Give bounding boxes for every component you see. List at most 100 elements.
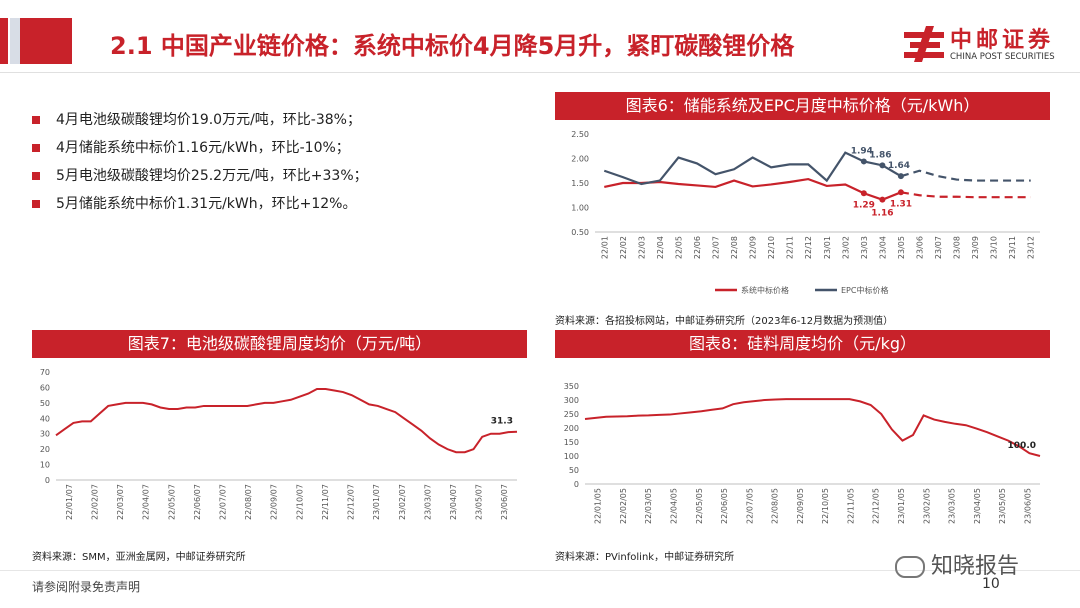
data-point-marker	[897, 189, 904, 196]
x-tick-label: 22/04	[656, 236, 665, 259]
y-tick-label: 350	[564, 382, 579, 391]
data-label: 1.31	[890, 199, 912, 209]
y-tick-label: 70	[40, 368, 50, 377]
data-point-marker	[879, 162, 886, 169]
x-tick-label: 22/08/07	[244, 484, 253, 520]
x-tick-label: 22/01/07	[65, 484, 74, 520]
x-tick-label: 23/04	[878, 236, 887, 259]
x-tick-label: 23/03/05	[948, 488, 957, 524]
data-point-marker	[860, 190, 867, 197]
bullet-item: 4月储能系统中标价1.16元/kWh，环比-10%；	[32, 134, 368, 162]
bullet-text: 5月电池级碳酸锂均价25.2万元/吨，环比+33%；	[56, 168, 368, 184]
bullet-item: 5月电池级碳酸锂均价25.2万元/吨，环比+33%；	[32, 162, 368, 190]
bullet-square-icon	[32, 144, 40, 152]
x-tick-label: 22/12	[804, 236, 813, 259]
chart8-title: 图表8：硅料周度均价（元/kg）	[555, 330, 1050, 358]
x-tick-label: 22/08/05	[771, 488, 780, 524]
y-tick-label: 100	[564, 452, 579, 461]
page-number: 10	[982, 576, 1000, 592]
x-tick-label: 23/02/07	[398, 484, 407, 520]
y-tick-label: 30	[40, 430, 50, 439]
page-title: 2.1 中国产业链价格：系统中标价4月降5月升，紧盯碳酸锂价格	[110, 32, 795, 60]
x-tick-label: 22/04/05	[669, 488, 678, 524]
data-label: 1.16	[871, 209, 893, 219]
bullet-item: 4月电池级碳酸锂均价19.0万元/吨，环比-38%；	[32, 106, 368, 134]
x-tick-label: 23/02/05	[922, 488, 931, 524]
legend-label-0: 系统中标价格	[741, 285, 789, 295]
bullet-text: 4月电池级碳酸锂均价19.0万元/吨，环比-38%；	[56, 112, 361, 128]
x-tick-label: 22/02/05	[619, 488, 628, 524]
x-tick-label: 23/04/05	[973, 488, 982, 524]
y-tick-label: 50	[569, 466, 579, 475]
x-tick-label: 22/10/07	[295, 484, 304, 520]
x-tick-label: 23/01/07	[372, 484, 381, 520]
watermark-text: 知晓报告	[895, 548, 1019, 580]
y-tick-label: 10	[40, 461, 50, 470]
x-tick-label: 22/11/05	[846, 488, 855, 524]
x-tick-label: 22/06/07	[193, 484, 202, 520]
footer-divider	[0, 570, 1080, 571]
y-tick-label: 1.50	[571, 179, 589, 188]
x-tick-label: 22/07/07	[218, 484, 227, 520]
x-tick-label: 22/03/05	[644, 488, 653, 524]
bullet-square-icon	[32, 116, 40, 124]
title-accent-bar-red	[20, 18, 72, 64]
x-tick-label: 22/12/07	[347, 484, 356, 520]
y-tick-label: 250	[564, 410, 579, 419]
x-tick-label: 22/07/05	[745, 488, 754, 524]
x-tick-label: 22/09	[749, 236, 758, 259]
x-tick-label: 23/03/07	[423, 484, 432, 520]
x-tick-label: 23/03	[860, 236, 869, 259]
x-tick-label: 22/02	[619, 236, 628, 259]
y-tick-label: 0.50	[571, 228, 589, 237]
data-point-marker	[897, 173, 904, 180]
title-accent-bar	[0, 18, 8, 64]
x-tick-label: 23/12	[1027, 236, 1036, 259]
y-tick-label: 40	[40, 414, 50, 423]
bullet-text: 4月储能系统中标价1.16元/kWh，环比-10%；	[56, 140, 350, 156]
x-tick-label: 23/01	[823, 236, 832, 259]
x-tick-label: 22/09/07	[270, 484, 279, 520]
x-tick-label: 23/04/07	[449, 484, 458, 520]
series-line-0	[55, 387, 518, 454]
data-label: 1.86	[869, 150, 891, 160]
y-tick-label: 0	[45, 476, 50, 485]
x-tick-label: 22/04/07	[142, 484, 151, 520]
chart7-plot: 0 10 20 30 40 50 60 70 22/01/07 22/02/07 22/03/07 2…	[40, 368, 518, 520]
logo-emblem-icon	[904, 26, 944, 62]
bullet-text: 5月储能系统中标价1.31元/kWh，环比+12%。	[56, 196, 357, 212]
legend-label-1: EPC中标价格	[841, 285, 888, 295]
data-label: 1.94	[851, 146, 873, 156]
watermark-label: 知晓报告	[931, 554, 1020, 579]
logo-text-cn: 中邮证券	[950, 28, 1055, 53]
x-tick-label: 22/06/05	[720, 488, 729, 524]
y-tick-label: 60	[40, 383, 50, 392]
x-tick-label: 22/12/05	[872, 488, 881, 524]
chart8-source: 资料来源：PVinfolink，中邮证券研究所	[555, 552, 735, 563]
x-tick-label: 23/06/05	[1023, 488, 1032, 524]
chart6-plot: 0.50 1.00 1.50 2.00 2.50 22/01 22/02 22/03 22/04…	[571, 130, 1040, 295]
y-tick-label: 2.50	[571, 130, 589, 139]
series-forecast-line-1	[900, 169, 1031, 182]
x-tick-label: 22/11/07	[321, 484, 330, 520]
y-tick-label: 50	[40, 399, 50, 408]
y-tick-label: 150	[564, 438, 579, 447]
x-tick-label: 22/02/07	[90, 484, 99, 520]
y-tick-label: 200	[564, 424, 579, 433]
data-label: 1.64	[888, 161, 910, 171]
x-tick-label: 23/01/05	[897, 488, 906, 524]
disclaimer-note: 请参阅附录免责声明	[32, 580, 141, 594]
y-tick-label: 1.00	[571, 204, 589, 213]
x-tick-label: 22/10	[767, 236, 776, 259]
y-tick-label: 300	[564, 396, 579, 405]
x-tick-label: 22/01/05	[594, 488, 603, 524]
x-tick-label: 23/06	[915, 236, 924, 259]
data-point-marker	[860, 158, 867, 165]
logo-text-en: CHINA POST SECURITIES	[950, 52, 1055, 62]
bullet-item: 5月储能系统中标价1.31元/kWh，环比+12%。	[32, 190, 368, 218]
x-tick-label: 23/05	[897, 236, 906, 259]
y-tick-label: 0	[574, 480, 579, 489]
chart8-plot: 0 50 100 150 200 250 300 350 22/01/05 22/02/05 22/…	[564, 382, 1041, 524]
series-line-0	[584, 398, 1041, 457]
x-tick-label: 23/11	[1008, 236, 1017, 259]
